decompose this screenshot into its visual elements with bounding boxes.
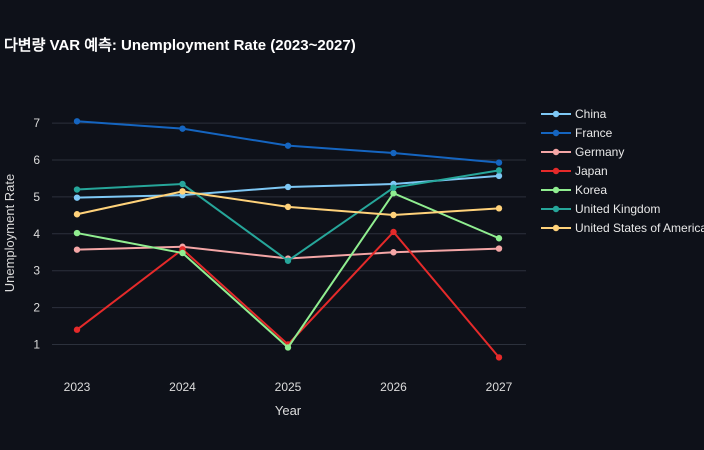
data-point[interactable] (495, 159, 503, 166)
data-point[interactable] (179, 249, 186, 257)
legend-item[interactable]: Korea (541, 183, 607, 197)
y-tick-label: 3 (33, 264, 40, 278)
y-tick-label: 6 (33, 153, 40, 167)
data-point[interactable] (495, 245, 503, 252)
legend-label: Japan (575, 164, 608, 178)
legend-item[interactable]: China (541, 107, 607, 121)
series-united-kingdom (73, 167, 503, 264)
x-tick-label: 2023 (64, 380, 91, 394)
series-line (76, 190, 500, 216)
legend-marker (552, 205, 560, 213)
legend-item[interactable]: United Kingdom (541, 202, 660, 216)
data-point[interactable] (73, 211, 81, 218)
x-tick-label: 2024 (169, 380, 196, 394)
x-tick-label: 2025 (275, 380, 302, 394)
data-point[interactable] (179, 125, 186, 132)
series-korea (73, 190, 503, 351)
y-tick-label: 5 (33, 190, 40, 204)
data-point[interactable] (284, 257, 292, 264)
data-point[interactable] (73, 118, 81, 125)
series-line (76, 120, 500, 164)
y-axis-label: Unemployment Rate (2, 174, 17, 293)
data-point[interactable] (284, 344, 292, 351)
legend-marker (552, 186, 560, 194)
data-point[interactable] (495, 235, 503, 242)
legend-item[interactable]: United States of America (541, 221, 704, 235)
y-tick-labels: 1 2 3 4 5 6 7 (33, 116, 40, 351)
legend-label: United Kingdom (575, 202, 660, 216)
data-point[interactable] (73, 194, 81, 201)
legend-item[interactable]: France (541, 126, 613, 140)
data-point[interactable] (73, 326, 81, 333)
y-tick-label: 7 (33, 116, 40, 130)
data-point[interactable] (495, 354, 503, 361)
x-tick-labels: 2023 2024 2025 2026 2027 (64, 380, 513, 394)
y-tick-label: 1 (33, 337, 40, 351)
legend[interactable]: China France Germany Japan Korea United Kingd… (541, 107, 704, 235)
series-united-states-of-america (73, 188, 503, 219)
data-point[interactable] (284, 203, 292, 211)
legend-label: Korea (575, 183, 607, 197)
data-point[interactable] (73, 246, 81, 253)
x-tick-label: 2027 (486, 380, 513, 394)
data-point[interactable] (284, 142, 292, 149)
grid-layer (52, 122, 526, 345)
data-point[interactable] (390, 190, 397, 197)
data-point[interactable] (495, 167, 503, 174)
data-point[interactable] (390, 211, 397, 219)
data-point[interactable] (495, 172, 503, 180)
legend-marker (552, 110, 560, 118)
data-point[interactable] (390, 249, 397, 256)
x-axis-label: Year (275, 403, 302, 418)
legend-marker (552, 129, 560, 137)
legend-label: France (575, 126, 613, 140)
y-tick-label: 4 (33, 227, 40, 241)
data-point[interactable] (390, 228, 397, 236)
data-point[interactable] (179, 188, 186, 195)
legend-label: China (575, 107, 607, 121)
legend-label: United States of America (575, 221, 704, 235)
legend-item[interactable]: Germany (541, 145, 624, 159)
data-point[interactable] (495, 205, 503, 212)
y-tick-label: 2 (33, 301, 40, 315)
data-point[interactable] (179, 180, 186, 188)
series-france (73, 118, 503, 166)
data-point[interactable] (73, 186, 81, 193)
data-point[interactable] (284, 183, 292, 191)
data-point[interactable] (73, 229, 81, 237)
legend-label: Germany (575, 145, 624, 159)
data-point[interactable] (390, 184, 397, 191)
legend-marker (552, 224, 560, 232)
legend-marker (552, 167, 560, 175)
chart-title: 다변량 VAR 예측: Unemployment Rate (2023~2027… (4, 36, 356, 54)
legend-item[interactable]: Japan (541, 164, 608, 178)
legend-marker (552, 148, 560, 156)
series-layer (73, 118, 503, 361)
data-point[interactable] (390, 149, 397, 157)
x-tick-label: 2026 (380, 380, 407, 394)
